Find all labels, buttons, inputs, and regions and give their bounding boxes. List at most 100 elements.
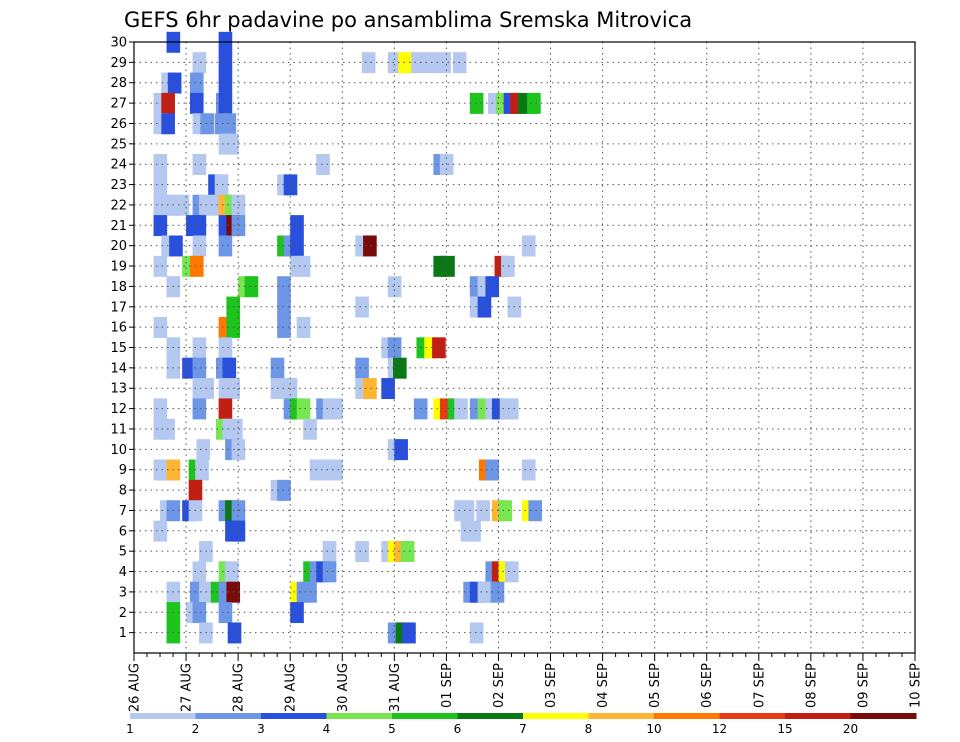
precip-cell [189,92,204,114]
y-tick-label: 12 [110,402,127,417]
precip-cell [322,561,337,583]
y-tick-label: 5 [119,545,127,560]
precip-cell [296,398,311,420]
y-tick-label: 26 [110,117,127,132]
y-tick-label: 18 [110,280,127,295]
precip-cell [189,255,204,277]
precip-cell [192,357,207,379]
colorbar-swatch [588,713,655,719]
colorbar-swatch [392,713,458,719]
precip-cell [175,194,190,216]
precip-cell [229,418,243,440]
colorbar-label: 20 [843,722,858,736]
x-tick-label: 26 AUG [128,663,143,712]
precip-cell [296,316,311,338]
y-tick-label: 27 [110,97,127,112]
y-tick-label: 14 [110,361,127,376]
x-tick-label: 07 SEP [752,663,767,708]
y-axis: 1234567891011121314151617181920212223242… [110,36,134,641]
y-tick-label: 24 [110,158,127,173]
colorbar-label: 8 [585,722,593,736]
precip-cell [222,113,237,135]
precip-cell [290,215,304,237]
y-tick-label: 29 [110,56,127,71]
colorbar-swatch [523,713,589,719]
precip-cell [153,459,168,481]
precip-cell [469,92,484,114]
y-tick-label: 3 [119,585,127,600]
precip-cell [192,398,207,420]
y-tick-label: 30 [110,36,127,51]
precip-cell [196,439,211,461]
y-tick-label: 15 [110,341,127,356]
y-tick-label: 28 [110,76,127,91]
y-tick-label: 19 [110,260,127,275]
x-tick-label: 05 SEP [648,663,663,708]
precip-cell [296,255,311,277]
y-tick-label: 8 [119,484,127,499]
precip-cell [192,602,207,624]
precip-cell [218,602,233,624]
precip-cell [501,255,515,277]
precip-cell [528,500,543,522]
precip-cell [460,500,475,522]
y-tick-label: 11 [110,422,127,437]
x-tick-label: 27 AUG [180,663,195,712]
y-tick-label: 7 [119,504,127,519]
precip-cell [398,52,412,74]
precip-cell [167,72,182,94]
y-tick-label: 13 [110,382,127,397]
y-tick-label: 2 [119,606,127,621]
precip-cell [316,154,330,175]
grid-layer [134,42,915,653]
chart-title: GEFS 6hr padavine po ansamblima Sremska … [124,8,692,32]
precip-cell [387,52,402,74]
precip-cell [153,255,168,277]
precip-cell [153,398,168,420]
precip-cell [387,337,402,359]
colorbar-label: 3 [257,722,265,736]
precip-cell [322,540,337,562]
colorbar-label: 4 [323,722,331,736]
precip-cell [467,520,481,542]
precip-cell [195,459,209,481]
precip-cell [153,215,168,237]
precip-cell [394,439,408,461]
precip-cell [363,378,377,400]
y-tick-label: 23 [110,178,127,193]
x-tick-label: 28 AUG [232,663,247,712]
precip-cell [222,357,237,379]
colorbar-label: 10 [646,722,661,736]
precip-cell [521,459,536,481]
precip-cell [361,52,376,74]
y-tick-label: 20 [110,239,127,254]
colorbar-label: 5 [388,722,396,736]
x-tick-label: 30 AUG [336,663,351,712]
precip-cell [527,92,541,114]
precip-cell [521,235,536,257]
precip-cell [153,174,168,196]
precip-cell [355,296,369,318]
precip-cell [476,500,490,522]
precip-cell [504,398,519,420]
colorbar-swatch [654,713,720,719]
precip-cell [231,520,246,542]
colorbar-label: 6 [454,722,462,736]
precip-cell [498,500,513,522]
y-tick-label: 4 [119,565,127,580]
precip-cell [231,215,246,237]
x-tick-label: 04 SEP [596,663,611,708]
precip-cell [192,561,207,583]
y-tick-label: 16 [110,321,127,336]
colorbar-swatch [457,713,524,719]
colorbar-label: 12 [712,722,727,736]
colorbar-label: 2 [192,722,200,736]
precip-cell [504,561,519,583]
y-tick-label: 1 [119,626,127,641]
precip-cell [200,113,214,135]
precip-cell [469,622,484,644]
y-tick-label: 17 [110,300,127,315]
colorbar-label: 15 [777,722,792,736]
colorbar: 1 2 3 4 5 6 7 8 10 12 15 20 [126,713,917,736]
precip-cell [402,622,416,644]
